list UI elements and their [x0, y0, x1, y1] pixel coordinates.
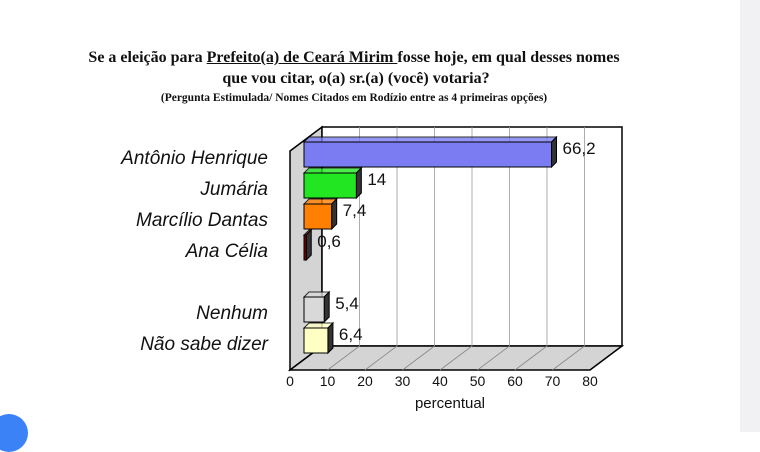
x-tick-label: 40	[432, 373, 448, 389]
bar-group	[302, 290, 331, 324]
floor-gridline	[552, 345, 585, 371]
category-label: Jumária	[199, 179, 268, 200]
data-label: 5,4	[335, 294, 359, 313]
bar-group	[302, 166, 363, 200]
category-label: Ana Célia	[185, 241, 268, 262]
bar-top	[302, 136, 558, 143]
bar-group	[302, 197, 338, 231]
category-label: Não sabe dizer	[140, 334, 268, 355]
title-text: fosse hoje, em qual desses nomes	[397, 49, 620, 66]
category-label: Nenhum	[196, 303, 268, 324]
bar-side	[331, 197, 338, 231]
floor-gridline	[402, 345, 435, 371]
floor-gridline	[439, 345, 473, 371]
data-label: 0,6	[317, 232, 341, 251]
x-tick-label: 20	[357, 373, 373, 389]
bar-side	[355, 166, 362, 200]
bar-group	[302, 135, 558, 169]
category-label: Antônio Henrique	[120, 148, 268, 169]
floor-gridline	[477, 345, 510, 371]
bar-chart: 0 10 20 30 40 50 60 70 80 percentual 66,2 Antônio H…	[120, 125, 625, 412]
chart-subtitle: (Pergunta Estimulada/ Nomes Citados em R…	[160, 92, 548, 104]
bar-side	[327, 321, 334, 355]
data-label: 14	[367, 170, 386, 189]
bar	[303, 172, 357, 199]
x-tick-label: 10	[320, 373, 336, 389]
bar-group	[302, 321, 335, 355]
data-label: 7,4	[343, 201, 367, 220]
floor-gridline	[327, 345, 360, 371]
x-tick-label: 30	[395, 373, 411, 389]
bar-top	[302, 167, 363, 174]
bar-side	[305, 228, 312, 262]
floor-gridline	[514, 345, 548, 371]
x-tick-label: 0	[286, 373, 294, 389]
data-label: 6,4	[339, 325, 363, 344]
x-tick-label: 80	[582, 373, 598, 389]
bar-group	[302, 228, 313, 262]
bar	[303, 141, 553, 168]
bar	[303, 234, 307, 261]
right-edge-strip	[740, 0, 760, 432]
title-text: Se a eleição para	[88, 49, 207, 66]
category-label: Marcílio Dantas	[136, 210, 268, 231]
x-axis-label: percentual	[415, 395, 485, 412]
chart-title-line1: Se a eleição para Prefeito(a) de Ceará M…	[0, 49, 714, 67]
bar	[303, 327, 329, 354]
bar-side	[323, 290, 330, 324]
bar	[303, 296, 325, 323]
bar	[303, 203, 333, 230]
chart-title-line2: que vou citar, o(a) sr.(a) (você) votari…	[222, 70, 490, 87]
data-label: 66,2	[563, 139, 596, 158]
title-underlined-text: Prefeito(a) de Ceará Mirim	[206, 49, 398, 66]
x-tick-label: 60	[507, 373, 523, 389]
bar-side	[551, 135, 558, 169]
floor-gridline	[364, 345, 398, 371]
x-tick-label: 50	[470, 373, 486, 389]
x-tick-label: 70	[545, 373, 561, 389]
